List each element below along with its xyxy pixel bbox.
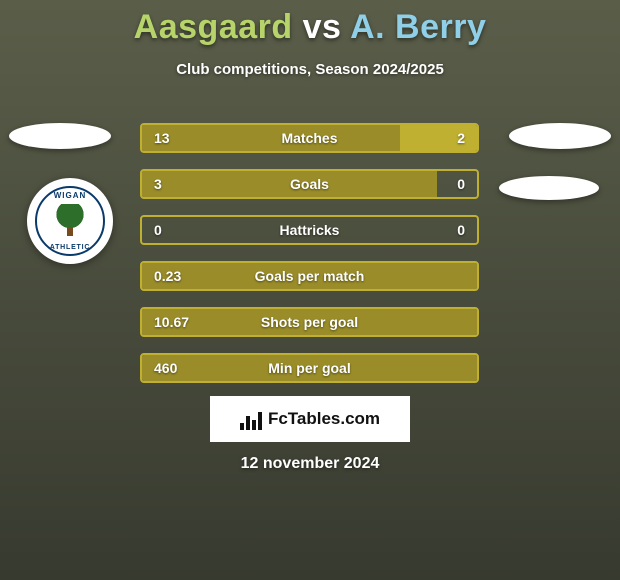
fctables-text: FcTables.com — [268, 409, 380, 429]
player2-club-placeholder — [499, 176, 599, 200]
stat-name: Shots per goal — [261, 314, 358, 330]
stat-row-shots-per-goal: 10.67 Shots per goal — [140, 307, 479, 337]
fctables-icon — [240, 408, 262, 430]
stat-value-left: 10.67 — [154, 314, 189, 330]
stat-row-goals-per-match: 0.23 Goals per match — [140, 261, 479, 291]
stat-row-hattricks: 0 Hattricks 0 — [140, 215, 479, 245]
subtitle: Club competitions, Season 2024/2025 — [0, 61, 620, 78]
stat-value-left: 13 — [154, 130, 170, 146]
stat-name: Min per goal — [268, 360, 350, 376]
title-player1: Aasgaard — [134, 8, 293, 46]
comparison-bars: 13 Matches 2 3 Goals 0 0 Hattricks 0 0.23 Goals pe… — [140, 123, 479, 399]
club-tree-icon — [55, 204, 85, 234]
bar-right-fill — [400, 125, 477, 151]
stat-name: Matches — [281, 130, 337, 146]
title-area: Aasgaard vs A. Berry Club competitions, … — [0, 0, 620, 78]
club-logo-inner: WIGAN ATHLETIC — [35, 186, 105, 256]
date-text: 12 november 2024 — [241, 455, 380, 473]
title-vs: vs — [303, 8, 342, 46]
stat-value-left: 3 — [154, 176, 162, 192]
stat-value-right: 0 — [457, 176, 465, 192]
vs-title: Aasgaard vs A. Berry — [0, 8, 620, 47]
stat-name: Goals — [290, 176, 329, 192]
stat-value-right: 2 — [457, 130, 465, 146]
comparison-card: Aasgaard vs A. Berry Club competitions, … — [0, 0, 620, 580]
stat-name: Hattricks — [280, 222, 340, 238]
stat-value-right: 0 — [457, 222, 465, 238]
stat-row-goals: 3 Goals 0 — [140, 169, 479, 199]
stat-row-matches: 13 Matches 2 — [140, 123, 479, 153]
title-player2: A. Berry — [350, 8, 486, 46]
stat-row-min-per-goal: 460 Min per goal — [140, 353, 479, 383]
fctables-badge[interactable]: FcTables.com — [210, 396, 410, 442]
club-name-bottom: ATHLETIC — [50, 244, 91, 251]
stat-name: Goals per match — [255, 268, 365, 284]
stat-value-left: 0.23 — [154, 268, 181, 284]
bar-left-fill — [142, 125, 400, 151]
stat-value-left: 0 — [154, 222, 162, 238]
player1-portrait-placeholder — [9, 123, 111, 149]
club-name-top: WIGAN — [54, 191, 87, 200]
stat-value-left: 460 — [154, 360, 177, 376]
player1-club-logo: WIGAN ATHLETIC — [27, 178, 113, 264]
player2-portrait-placeholder — [509, 123, 611, 149]
